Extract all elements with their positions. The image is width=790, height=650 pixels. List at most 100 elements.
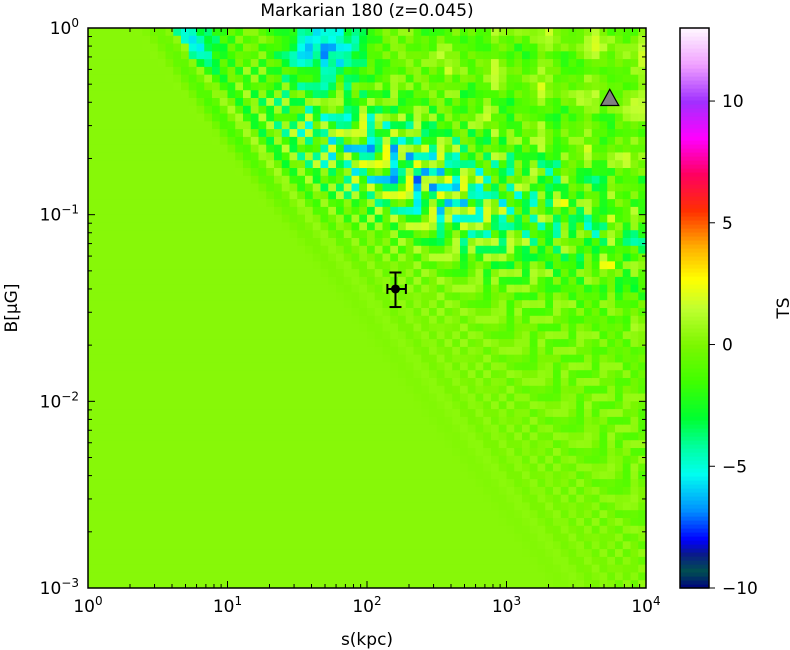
heatmap-cell bbox=[359, 98, 368, 107]
heatmap-cell bbox=[359, 238, 368, 247]
heatmap-cell bbox=[444, 230, 453, 239]
heatmap-cell bbox=[483, 354, 492, 364]
heatmap-cell bbox=[522, 370, 531, 379]
heatmap-cell bbox=[157, 315, 167, 325]
heatmap-cell bbox=[398, 175, 407, 185]
heatmap-cell bbox=[615, 518, 624, 527]
heatmap-cell bbox=[452, 455, 461, 465]
heatmap-cell bbox=[351, 401, 360, 410]
heatmap-cell bbox=[95, 362, 105, 371]
heatmap-cell bbox=[204, 51, 213, 60]
heatmap-cell bbox=[297, 572, 306, 581]
heatmap-cell bbox=[343, 222, 353, 231]
heatmap-cell bbox=[390, 168, 399, 177]
heatmap-cell bbox=[297, 463, 306, 472]
heatmap-cell bbox=[359, 214, 368, 224]
heatmap-cell bbox=[622, 175, 632, 185]
heatmap-cell bbox=[320, 308, 329, 317]
heatmap-cell bbox=[196, 206, 205, 216]
heatmap-cell bbox=[111, 533, 120, 542]
heatmap-cell bbox=[150, 160, 159, 169]
heatmap-cell bbox=[421, 463, 430, 472]
heatmap-cell bbox=[119, 105, 128, 115]
heatmap-cell bbox=[297, 385, 306, 395]
heatmap-cell bbox=[514, 331, 523, 340]
heatmap-cell bbox=[514, 35, 523, 45]
heatmap-cell bbox=[498, 378, 508, 387]
heatmap-cell bbox=[297, 339, 306, 348]
heatmap-cell bbox=[111, 98, 120, 107]
heatmap-cell bbox=[382, 292, 391, 301]
heatmap-cell bbox=[165, 98, 174, 107]
heatmap-cell bbox=[142, 300, 151, 309]
heatmap-cell bbox=[328, 74, 337, 84]
heatmap-cell bbox=[351, 432, 360, 441]
heatmap-cell bbox=[390, 471, 399, 480]
heatmap-cell bbox=[398, 230, 407, 239]
heatmap-cell bbox=[498, 455, 508, 465]
heatmap-cell bbox=[227, 518, 236, 527]
heatmap-cell bbox=[374, 105, 384, 115]
heatmap-cell bbox=[119, 276, 128, 286]
heatmap-cell bbox=[312, 191, 322, 200]
heatmap-cell bbox=[181, 129, 190, 138]
heatmap-cell bbox=[398, 121, 407, 130]
heatmap-cell bbox=[467, 199, 477, 208]
heatmap-cell bbox=[111, 59, 120, 68]
heatmap-cell bbox=[545, 494, 554, 504]
heatmap-cell bbox=[529, 160, 539, 169]
heatmap-cell bbox=[475, 533, 484, 542]
heatmap-cell bbox=[537, 533, 546, 542]
heatmap-cell bbox=[142, 35, 151, 45]
heatmap-cell bbox=[405, 300, 415, 309]
heatmap-cell bbox=[258, 43, 267, 52]
heatmap-cell bbox=[553, 409, 562, 418]
heatmap-cell bbox=[398, 35, 407, 45]
heatmap-cell bbox=[111, 362, 120, 371]
heatmap-cell bbox=[289, 393, 298, 402]
heatmap-cell bbox=[529, 261, 539, 270]
heatmap-cell bbox=[258, 28, 267, 37]
heatmap-cell bbox=[615, 253, 624, 262]
heatmap-cell bbox=[545, 230, 554, 239]
heatmap-cell bbox=[150, 479, 159, 488]
heatmap-cell bbox=[359, 253, 368, 262]
heatmap-cell bbox=[483, 424, 492, 434]
heatmap-cell bbox=[607, 518, 616, 527]
heatmap-cell bbox=[142, 393, 151, 402]
heatmap-cell bbox=[475, 409, 484, 418]
heatmap-cell bbox=[467, 572, 477, 581]
heatmap-cell bbox=[297, 378, 306, 387]
heatmap-cell bbox=[243, 98, 252, 107]
heatmap-cell bbox=[289, 191, 298, 200]
heatmap-cell bbox=[111, 564, 120, 574]
heatmap-cell bbox=[281, 533, 291, 542]
heatmap-cell bbox=[429, 331, 438, 340]
heatmap-cell bbox=[351, 339, 360, 348]
heatmap-cell bbox=[243, 245, 252, 255]
heatmap-cell bbox=[274, 308, 283, 317]
heatmap-cell bbox=[382, 541, 391, 550]
heatmap-cell bbox=[491, 168, 500, 177]
heatmap-cell bbox=[576, 308, 585, 317]
heatmap-cell bbox=[111, 463, 120, 472]
heatmap-cell bbox=[405, 339, 415, 348]
heatmap-cell bbox=[599, 292, 608, 301]
heatmap-cell bbox=[421, 549, 430, 558]
heatmap-cell bbox=[204, 136, 213, 146]
heatmap-cell bbox=[281, 152, 291, 161]
heatmap-cell bbox=[545, 580, 554, 588]
heatmap-cell bbox=[444, 463, 453, 472]
heatmap-cell bbox=[312, 43, 322, 52]
heatmap-cell bbox=[181, 300, 190, 309]
heatmap-cell bbox=[413, 66, 422, 76]
heatmap-cell bbox=[359, 74, 368, 84]
heatmap-cell bbox=[398, 206, 407, 216]
heatmap-cell bbox=[491, 323, 500, 332]
heatmap-cell bbox=[227, 276, 236, 286]
heatmap-cell bbox=[467, 308, 477, 317]
heatmap-cell bbox=[227, 183, 236, 192]
heatmap-cell bbox=[359, 331, 368, 340]
heatmap-cell bbox=[374, 136, 384, 146]
heatmap-cell bbox=[297, 556, 306, 566]
